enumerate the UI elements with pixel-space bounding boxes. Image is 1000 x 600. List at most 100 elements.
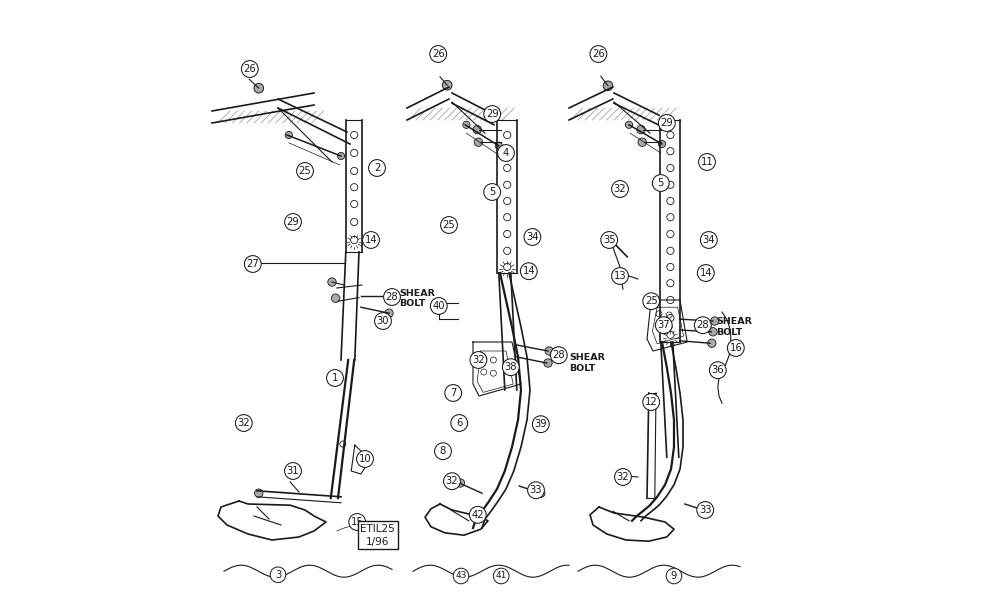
Text: 2: 2 xyxy=(374,163,380,173)
Circle shape xyxy=(612,181,628,197)
Circle shape xyxy=(285,214,301,230)
Circle shape xyxy=(528,482,544,499)
Text: 29: 29 xyxy=(486,109,499,119)
Text: 25: 25 xyxy=(299,166,311,176)
Circle shape xyxy=(643,394,660,410)
Circle shape xyxy=(709,362,726,379)
Text: 34: 34 xyxy=(526,232,539,242)
Circle shape xyxy=(387,292,395,300)
Circle shape xyxy=(498,145,514,161)
Circle shape xyxy=(285,131,292,139)
Circle shape xyxy=(430,46,447,62)
Circle shape xyxy=(235,415,252,431)
Circle shape xyxy=(470,352,487,368)
Text: 25: 25 xyxy=(443,220,455,230)
Text: 30: 30 xyxy=(377,316,389,326)
Text: 6: 6 xyxy=(456,418,462,428)
Text: SHEAR
BOLT: SHEAR BOLT xyxy=(716,317,752,337)
Circle shape xyxy=(437,308,443,314)
Circle shape xyxy=(638,138,646,146)
Circle shape xyxy=(285,463,301,479)
Circle shape xyxy=(700,232,717,248)
Circle shape xyxy=(545,347,553,355)
Text: 39: 39 xyxy=(534,419,547,429)
Circle shape xyxy=(520,263,537,280)
Circle shape xyxy=(331,294,340,302)
Circle shape xyxy=(606,232,613,239)
Text: 37: 37 xyxy=(657,320,670,330)
Text: 28: 28 xyxy=(696,320,709,330)
Text: 32: 32 xyxy=(446,476,458,486)
Circle shape xyxy=(349,514,366,530)
Circle shape xyxy=(727,340,744,356)
Text: 12: 12 xyxy=(645,397,658,407)
Circle shape xyxy=(363,232,379,248)
Text: 29: 29 xyxy=(660,118,673,128)
Text: 27: 27 xyxy=(246,259,259,269)
Circle shape xyxy=(612,268,628,284)
Text: 4: 4 xyxy=(503,148,509,158)
Circle shape xyxy=(297,163,313,179)
Text: 26: 26 xyxy=(592,49,605,59)
Text: 14: 14 xyxy=(522,266,535,276)
Circle shape xyxy=(590,46,607,62)
Text: ETIL25
1/96: ETIL25 1/96 xyxy=(360,524,395,547)
Circle shape xyxy=(484,106,501,122)
Circle shape xyxy=(705,507,713,515)
Circle shape xyxy=(435,443,451,460)
Text: 34: 34 xyxy=(703,235,715,245)
Text: 38: 38 xyxy=(505,362,517,372)
Text: 33: 33 xyxy=(699,505,711,515)
Text: 32: 32 xyxy=(472,355,485,365)
Circle shape xyxy=(337,152,345,160)
Text: 10: 10 xyxy=(359,454,371,464)
Circle shape xyxy=(603,81,613,91)
Text: 42: 42 xyxy=(471,510,484,520)
Circle shape xyxy=(625,121,633,128)
Circle shape xyxy=(709,328,717,336)
Circle shape xyxy=(384,289,400,305)
Circle shape xyxy=(495,142,502,149)
Text: 28: 28 xyxy=(552,350,565,360)
Text: 36: 36 xyxy=(711,365,724,375)
Text: 32: 32 xyxy=(617,472,629,482)
Circle shape xyxy=(328,278,336,286)
Text: 41: 41 xyxy=(496,571,507,581)
Circle shape xyxy=(385,309,393,317)
Text: 32: 32 xyxy=(614,184,626,194)
Circle shape xyxy=(369,160,385,176)
Text: 32: 32 xyxy=(237,418,250,428)
Circle shape xyxy=(469,506,486,523)
Text: 40: 40 xyxy=(433,301,445,311)
Circle shape xyxy=(615,469,631,485)
Text: 35: 35 xyxy=(603,235,616,245)
Circle shape xyxy=(270,567,286,583)
Text: 15: 15 xyxy=(351,517,364,527)
Circle shape xyxy=(643,293,660,310)
Circle shape xyxy=(484,184,501,200)
Circle shape xyxy=(442,80,452,90)
Text: 26: 26 xyxy=(243,64,256,74)
Circle shape xyxy=(357,451,373,467)
Circle shape xyxy=(251,259,259,267)
Text: 25: 25 xyxy=(645,296,658,306)
Circle shape xyxy=(502,359,519,376)
Circle shape xyxy=(697,265,714,281)
Circle shape xyxy=(473,125,481,134)
Circle shape xyxy=(375,313,391,329)
Circle shape xyxy=(699,154,715,170)
Circle shape xyxy=(430,298,447,314)
Circle shape xyxy=(544,359,552,367)
Circle shape xyxy=(451,415,468,431)
Circle shape xyxy=(524,229,541,245)
Text: 26: 26 xyxy=(432,49,445,59)
Circle shape xyxy=(453,568,469,584)
Circle shape xyxy=(532,416,549,433)
Circle shape xyxy=(711,317,719,325)
Text: 13: 13 xyxy=(614,271,626,281)
Circle shape xyxy=(244,256,261,272)
Circle shape xyxy=(652,175,669,191)
Circle shape xyxy=(445,385,462,401)
Circle shape xyxy=(241,61,258,77)
Text: 29: 29 xyxy=(287,217,299,227)
